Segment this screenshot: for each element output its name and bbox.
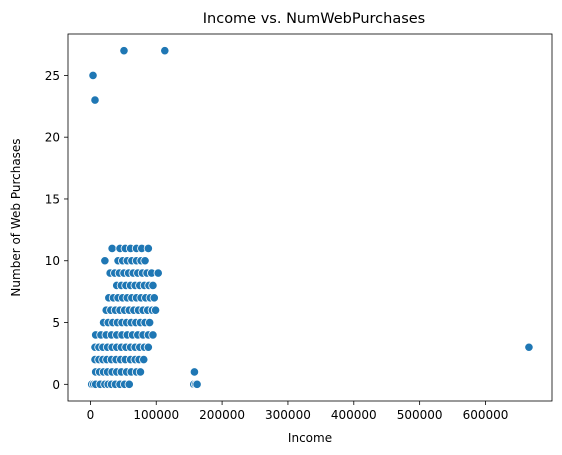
data-point: [140, 256, 150, 266]
y-axis-ticks: 0 5 10 15 20 25: [45, 69, 68, 392]
data-point: [143, 243, 153, 253]
data-point: [524, 342, 534, 352]
x-tick-label: 300000: [265, 408, 311, 422]
data-point: [192, 379, 202, 389]
data-point: [119, 46, 129, 56]
data-point: [148, 280, 158, 291]
data-point: [160, 46, 170, 56]
y-tick-label: 25: [45, 69, 60, 83]
y-tick-label: 10: [45, 254, 60, 268]
y-axis-label: Number of Web Purchases: [9, 138, 23, 296]
data-point: [143, 342, 153, 352]
data-point: [150, 305, 161, 315]
data-point: [124, 379, 134, 389]
x-axis-ticks: 0 100000 200000 300000 400000 500000 600000: [87, 401, 509, 422]
x-tick-label: 500000: [397, 408, 443, 422]
x-tick-label: 100000: [133, 408, 179, 422]
y-tick-label: 20: [45, 131, 60, 145]
data-point: [148, 330, 158, 340]
plot-area: [67, 33, 553, 402]
y-tick-label: 0: [52, 378, 60, 392]
data-point: [189, 367, 200, 377]
x-tick-label: 400000: [331, 408, 377, 422]
data-points: [87, 46, 534, 389]
data-point: [149, 293, 159, 303]
data-point: [90, 95, 100, 105]
chart-title: Income vs. NumWebPurchases: [203, 11, 426, 27]
x-tick-label: 600000: [463, 408, 509, 422]
y-tick-label: 5: [52, 316, 60, 330]
data-point: [139, 354, 149, 365]
data-point: [135, 367, 146, 377]
x-axis-label: Income: [288, 431, 332, 445]
data-point: [153, 268, 163, 278]
data-point: [88, 70, 98, 81]
data-point: [145, 317, 155, 328]
y-tick-label: 15: [45, 192, 60, 206]
x-tick-label: 0: [87, 408, 95, 422]
data-point: [107, 243, 117, 253]
data-point: [100, 256, 110, 266]
x-tick-label: 200000: [199, 408, 245, 422]
